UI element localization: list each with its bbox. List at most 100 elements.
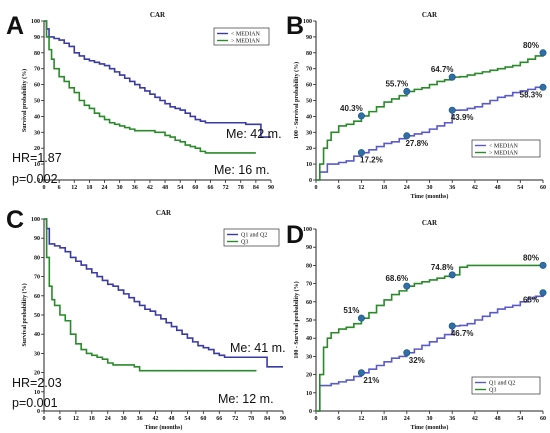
x-tick-label: 78 — [238, 185, 244, 191]
y-axis-label: 100 - Survival probability (%) — [293, 62, 300, 139]
x-tick-label: 72 — [223, 185, 229, 191]
data-point-marker — [448, 73, 456, 81]
x-tick-label: 60 — [540, 416, 546, 422]
x-tick-label: 0 — [43, 416, 46, 422]
data-point-marker — [357, 112, 365, 120]
data-label: 21% — [363, 376, 379, 385]
data-point-marker — [448, 106, 456, 114]
panel-label: A — [6, 12, 24, 40]
y-tick-label: 30 — [34, 130, 40, 136]
data-label: 32% — [409, 356, 425, 365]
x-tick-label: 36 — [132, 185, 138, 191]
y-tick-label: 60 — [34, 83, 40, 89]
y-tick-label: 80 — [306, 263, 312, 269]
chart-panel-d: D CAR 0 10 20 30 40 50 60 70 80 90 100 0 6 12 18 24 30 36 42… — [286, 219, 547, 431]
x-tick-label: 72 — [232, 416, 238, 422]
y-tick-label: 70 — [34, 275, 40, 281]
data-point-marker — [539, 261, 547, 269]
y-tick-label: 70 — [306, 282, 312, 288]
y-tick-label: 90 — [306, 35, 312, 41]
data-point-marker — [403, 282, 411, 290]
x-tick-label: 84 — [253, 185, 259, 191]
y-tick-label: 10 — [306, 162, 312, 168]
x-tick-label: 60 — [540, 185, 546, 191]
data-label: 64.7% — [431, 65, 454, 74]
data-label: 46.7% — [451, 329, 474, 338]
legend-entry: < MEDIAN — [231, 32, 261, 38]
x-tick-label: 30 — [427, 416, 433, 422]
x-tick-label: 0 — [315, 416, 318, 422]
data-label: 40.3% — [340, 104, 363, 113]
x-tick-label: 6 — [337, 416, 340, 422]
y-tick-label: 20 — [34, 146, 40, 152]
y-tick-label: 100 — [31, 19, 40, 25]
data-label: 65% — [523, 296, 539, 305]
y-tick-label: 30 — [34, 351, 40, 357]
x-tick-label: 36 — [449, 185, 455, 191]
y-tick-label: 50 — [34, 99, 40, 105]
y-tick-label: 80 — [34, 255, 40, 261]
x-tick-label: 54 — [184, 416, 190, 422]
x-tick-label: 24 — [404, 416, 410, 422]
x-tick-label: 78 — [248, 416, 254, 422]
y-tick-label: 50 — [306, 99, 312, 105]
annotation-text: Me: 12 m. — [218, 392, 274, 406]
annotation-text: Me: 16 m. — [214, 163, 270, 177]
legend-entry: Q1 and Q2 — [489, 381, 515, 387]
y-tick-label: 100 — [31, 217, 40, 223]
x-tick-label: 30 — [121, 416, 127, 422]
x-tick-label: 54 — [177, 185, 183, 191]
legend-box — [471, 376, 541, 395]
data-label: 58.3% — [520, 90, 543, 99]
x-tick-label: 90 — [268, 185, 274, 191]
y-tick-label: 0 — [37, 178, 40, 184]
x-tick-label: 24 — [404, 185, 410, 191]
data-label: 27.8% — [405, 139, 428, 148]
series-line-0 — [316, 292, 544, 412]
legend-entry: Q1 and Q2 — [241, 233, 267, 239]
data-point-marker — [539, 83, 547, 91]
y-tick-label: 20 — [306, 373, 312, 379]
data-label: 74.8% — [431, 263, 454, 272]
data-point-marker — [403, 349, 411, 357]
data-point-marker — [357, 369, 365, 377]
y-tick-label: 10 — [34, 162, 40, 168]
data-label: 68.6% — [385, 274, 408, 283]
data-point-marker — [357, 149, 365, 157]
x-tick-label: 48 — [495, 185, 501, 191]
x-tick-label: 66 — [216, 416, 222, 422]
x-tick-label: 18 — [86, 185, 92, 191]
series-line-1 — [316, 52, 544, 181]
y-tick-label: 50 — [34, 313, 40, 319]
data-label: 51% — [343, 306, 359, 315]
data-label: 55.7% — [385, 79, 408, 88]
x-tick-label: 6 — [58, 416, 61, 422]
x-tick-label: 6 — [58, 185, 61, 191]
y-tick-label: 40 — [34, 114, 40, 120]
y-tick-label: 70 — [306, 67, 312, 73]
chart-title: CAR — [150, 11, 166, 19]
series-line-1 — [316, 264, 543, 412]
chart-panel-a: A CAR 0 10 20 30 40 50 60 70 80 90 100 0 6 12 18 24 30 36 42… — [6, 11, 282, 191]
legend-entry: Q3 — [489, 388, 496, 394]
chart-title: CAR — [422, 219, 438, 227]
legend-entry: > MEDIAN — [231, 39, 261, 45]
annotation-text: Me: 41 m. — [230, 341, 286, 355]
y-tick-label: 30 — [306, 130, 312, 136]
x-tick-label: 6 — [337, 185, 340, 191]
series-line-0 — [44, 218, 283, 368]
x-tick-label: 84 — [264, 416, 270, 422]
y-tick-label: 10 — [306, 391, 312, 397]
data-label: 17.2% — [360, 156, 383, 165]
y-axis-label: Survival probability (%) — [21, 69, 28, 132]
y-tick-label: 10 — [34, 390, 40, 396]
x-tick-label: 42 — [153, 416, 159, 422]
y-tick-label: 40 — [306, 114, 312, 120]
x-axis-label: Time (months) — [145, 424, 183, 431]
y-tick-label: 60 — [34, 294, 40, 300]
x-tick-label: 90 — [280, 416, 286, 422]
y-tick-label: 20 — [34, 371, 40, 377]
x-tick-label: 12 — [358, 416, 364, 422]
x-tick-label: 42 — [472, 416, 478, 422]
